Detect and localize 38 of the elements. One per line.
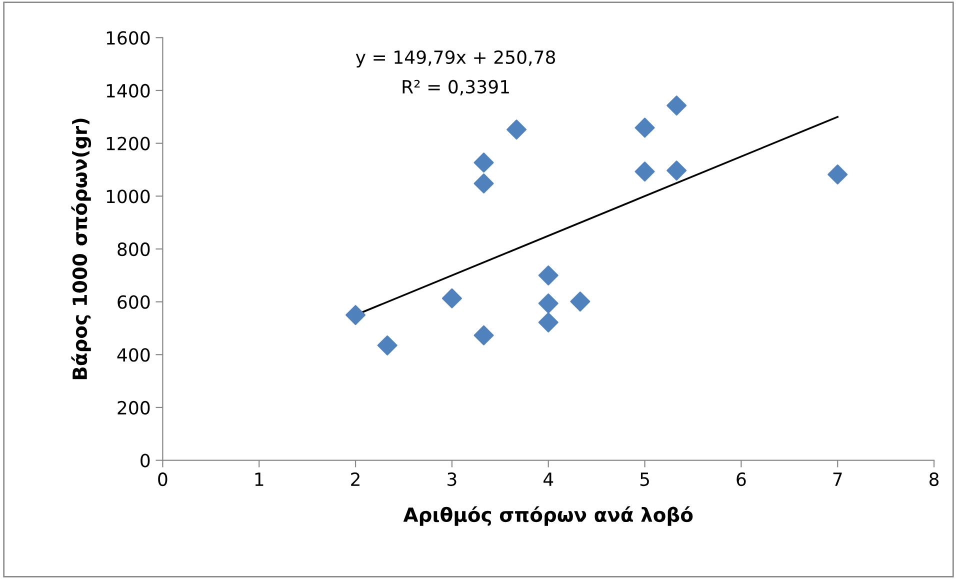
y-tick-label: 600 — [118, 295, 150, 309]
point — [474, 325, 494, 346]
point — [377, 335, 398, 356]
y-tick-label: 1600 — [106, 31, 150, 45]
point — [538, 265, 558, 286]
x-tick-label: 5 — [640, 472, 649, 486]
annotation: R² = 0,3391 — [402, 80, 509, 96]
point — [474, 173, 494, 194]
x-tick-label: 8 — [930, 472, 939, 486]
x-tick-label: 1 — [255, 472, 264, 486]
point — [666, 160, 687, 181]
point — [634, 118, 655, 138]
point — [506, 120, 527, 140]
point — [346, 305, 366, 326]
point — [538, 293, 558, 314]
point — [538, 312, 558, 332]
y-tick-label: 1400 — [106, 84, 150, 98]
annotation: y = 149,79x + 250,78 — [356, 50, 556, 68]
y-tick-label: 1000 — [106, 190, 150, 204]
x-tick-label: 6 — [736, 472, 746, 486]
y-axis-title: Βάρος 1000 σπόρων(gr) — [71, 118, 92, 380]
y-tick-label: 400 — [117, 348, 150, 362]
x-tick-label: 2 — [351, 472, 360, 486]
x-tick-label: 0 — [158, 472, 168, 486]
point — [634, 162, 655, 182]
point — [570, 292, 590, 312]
x-tick-label: 4 — [544, 472, 554, 486]
x-axis-title: Αριθμός σπόρων ανά λοβό — [403, 506, 693, 526]
point — [442, 288, 462, 308]
point — [666, 96, 687, 116]
x-tick-label: 3 — [448, 472, 456, 486]
y-tick-label: 800 — [118, 242, 150, 256]
y-tick-label: 200 — [118, 400, 150, 415]
y-tick-label: 1200 — [106, 136, 150, 150]
point — [828, 164, 848, 184]
y-tick-label: 0 — [140, 454, 150, 468]
x-tick-label: 7 — [833, 472, 842, 486]
point — [474, 152, 494, 173]
